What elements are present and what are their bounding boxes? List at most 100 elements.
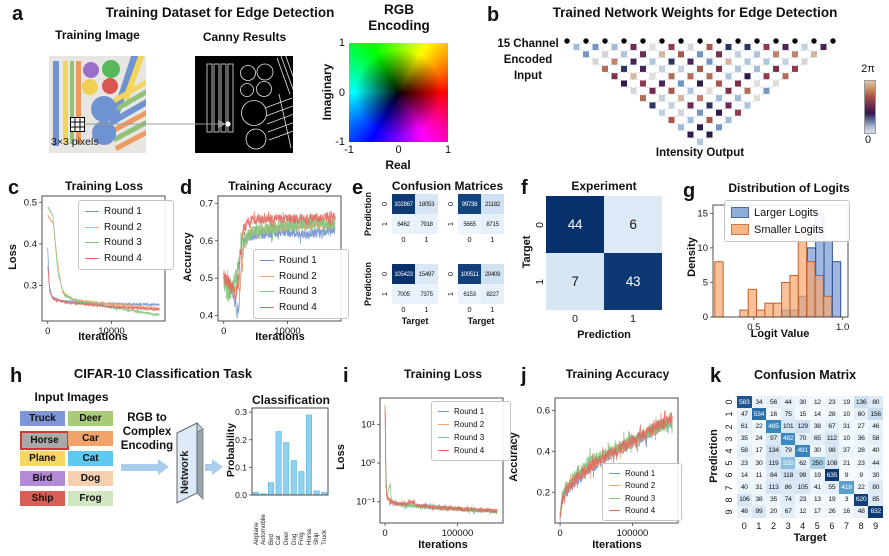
y-tick-label: 0.5 [24, 197, 37, 208]
mzi-phase-square [649, 102, 656, 109]
mzi-phase-square [649, 87, 656, 94]
matrix-cell: 30 [868, 469, 883, 482]
e-target-label: Target [401, 316, 429, 326]
mzi-phase-square [630, 73, 637, 80]
mzi-phase-square [754, 51, 760, 58]
legend-swatch [260, 260, 274, 262]
f-xlabel: Prediction [577, 329, 631, 341]
panel-label-a: a [12, 3, 24, 25]
input-channel-dot [811, 38, 817, 44]
matrix-cell: 67 [824, 420, 840, 433]
mzi-phase-square [716, 65, 722, 72]
panel-j-title: Training Accuracy [565, 367, 670, 381]
mzi-phase-square [678, 109, 684, 116]
matrix-cell: 106 [737, 493, 752, 506]
y-tick-label: 0 [446, 271, 455, 277]
mzi-phase-square [763, 73, 770, 80]
legend-swatch [609, 497, 620, 499]
mzi-phase-square [744, 58, 751, 65]
mzi-phase-square [725, 87, 732, 94]
class-box-bird: Bird [20, 471, 65, 486]
panel-i-title: Training Loss [403, 367, 482, 381]
matrix-cell: 46 [868, 420, 883, 433]
encoding-arrow [121, 459, 169, 475]
matrix-cell: 491 [795, 444, 810, 457]
legend-swatch [260, 306, 274, 308]
matrix-cell: 99 [795, 469, 810, 482]
legend-item: Round 3 [438, 431, 504, 444]
e-prediction-label: Prediction [363, 192, 373, 237]
mzi-phase-square [744, 102, 751, 109]
matrix-cell: 26 [824, 505, 840, 518]
matrix-cell: 48 [853, 505, 869, 518]
matrix-cell: 21 [839, 457, 854, 470]
matrix-cell: 67 [780, 505, 796, 518]
y-tick-label: 10⁰ [361, 458, 376, 469]
legend-swatch [260, 275, 274, 277]
mzi-phase-square [630, 58, 637, 65]
input-channel-dot [678, 38, 684, 44]
pixels-label: 3×3 pixels [51, 136, 99, 148]
mzi-phase-square [706, 131, 713, 138]
matrix-cell: 12 [795, 505, 810, 518]
series-round-4 [223, 210, 336, 302]
mzi-phase-square [640, 95, 646, 102]
matrix-cell: 156 [868, 408, 883, 421]
matrix-cell: 108 [824, 457, 840, 470]
matrix-cell: 7918 [415, 214, 438, 234]
mzi-phase-square [649, 58, 656, 65]
legend-label: Round 3 [279, 286, 317, 298]
mzi-phase-square [716, 95, 722, 102]
matrix-cell: 19 [824, 493, 840, 506]
matrix-cell: 15 [795, 408, 810, 421]
y-tick-label: 0.2 [537, 487, 550, 498]
mzi-phase-square [573, 44, 580, 50]
mzi-phase-square [782, 73, 789, 80]
panel-label-i: i [343, 365, 349, 387]
chart-g: 0.5 1.0 0 5 10 15 [697, 204, 849, 333]
matrix-cell: 100511 [458, 264, 481, 284]
prob-bar-horse [306, 414, 313, 496]
matrix-cell: 55 [824, 481, 840, 494]
matrix-cell: 84 [766, 469, 781, 482]
prob-bar-dog [290, 460, 297, 496]
legend: Larger Logits Smaller Logits [724, 200, 850, 242]
panel-h-title: CIFAR-10 Classification Task [73, 366, 253, 381]
sample-arrow [84, 120, 226, 128]
matrix-cell: 35 [737, 432, 752, 445]
phase-colorbar [864, 80, 876, 134]
j-xlabel: Iterations [592, 539, 642, 551]
matrix-cell: 13 [810, 493, 825, 506]
matrix-cell: 28 [824, 408, 840, 421]
mzi-phase-square [678, 80, 684, 87]
mzi-phase-square [744, 44, 751, 50]
y-tick-label: 10 [697, 243, 708, 254]
input-channel-dot [830, 38, 836, 44]
legend-label: Round 2 [279, 270, 317, 282]
y-tick-label: 0 [703, 312, 708, 323]
y-tick-label: 0.4 [200, 310, 213, 321]
mzi-phase-square [611, 73, 618, 80]
legend-label: Round 4 [279, 301, 317, 313]
mzi-phase-square [621, 51, 627, 58]
matrix-cell: 12 [810, 396, 825, 409]
mzi-phase-square [811, 51, 817, 58]
panel-e-title: Confusion Matrices [391, 179, 504, 193]
mzi-phase-square [649, 73, 656, 80]
e-prediction-label: Prediction [363, 262, 373, 307]
legend-swatch [85, 211, 99, 213]
matrix-cell: 17 [751, 444, 767, 457]
legend-item: Round 1 [438, 405, 504, 418]
mzi-phase-square [725, 73, 732, 80]
x-tick-label: 4 [800, 521, 806, 531]
input-channel-dot [640, 38, 646, 44]
rgb-x-tick: -1 [344, 144, 354, 156]
matrix-cell: 101 [780, 420, 796, 433]
matrix-cell: 43 [604, 253, 662, 310]
matrix-cell: 23 [853, 457, 869, 470]
mzi-phase-square [668, 87, 675, 94]
mzi-phase-square [602, 65, 608, 72]
legend-item: Round 2 [609, 480, 675, 493]
hist-bar [781, 281, 791, 318]
x-tick-label: 0.5 [747, 322, 760, 333]
